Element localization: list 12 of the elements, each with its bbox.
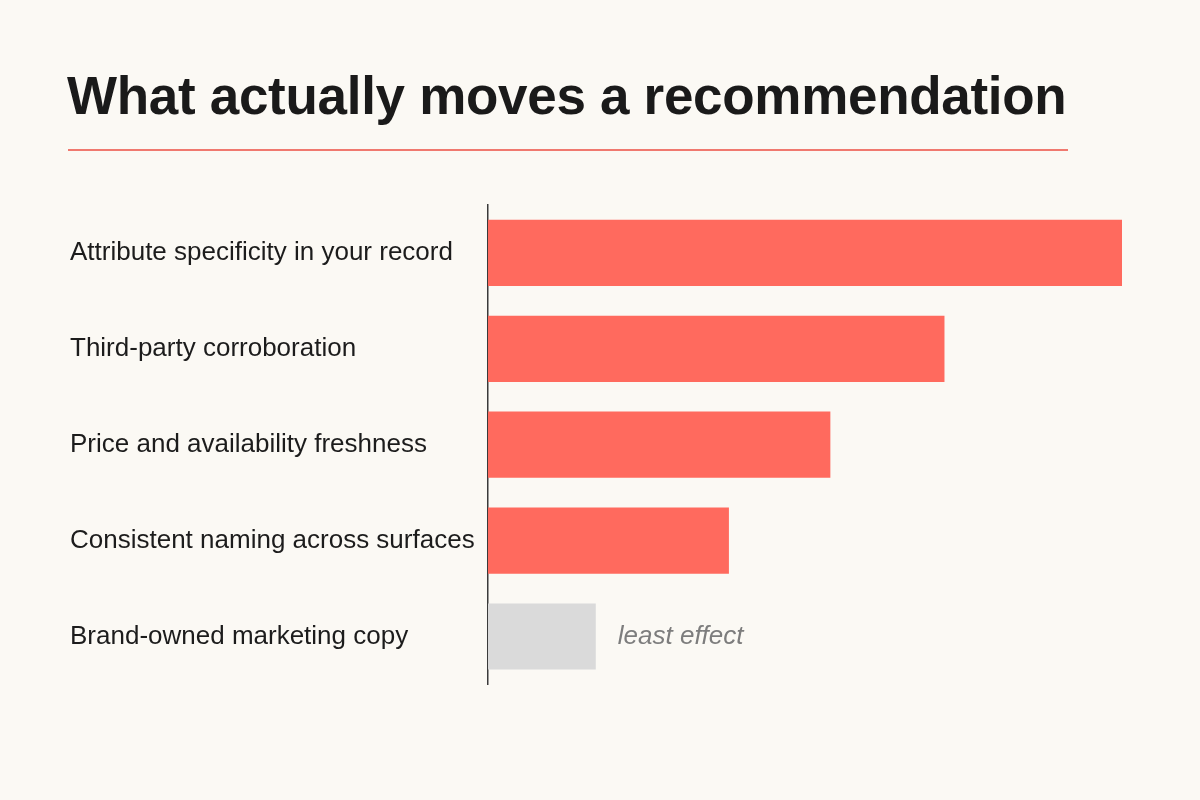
y-tick-label: Attribute specificity in your record (70, 236, 453, 267)
bar (488, 603, 596, 670)
chart-title: What actually moves a recommendation (67, 66, 1067, 126)
bar (488, 411, 831, 478)
bar (488, 507, 729, 574)
y-tick-label: Consistent naming across surfaces (70, 523, 475, 554)
bar (488, 219, 1122, 287)
annotation: least effect (617, 619, 746, 650)
y-tick-label: Third-party corroboration (70, 331, 357, 362)
bar (488, 315, 945, 382)
y-tick-label: Price and availability freshness (70, 427, 427, 458)
y-tick-label: Brand-owned marketing copy (70, 619, 409, 650)
